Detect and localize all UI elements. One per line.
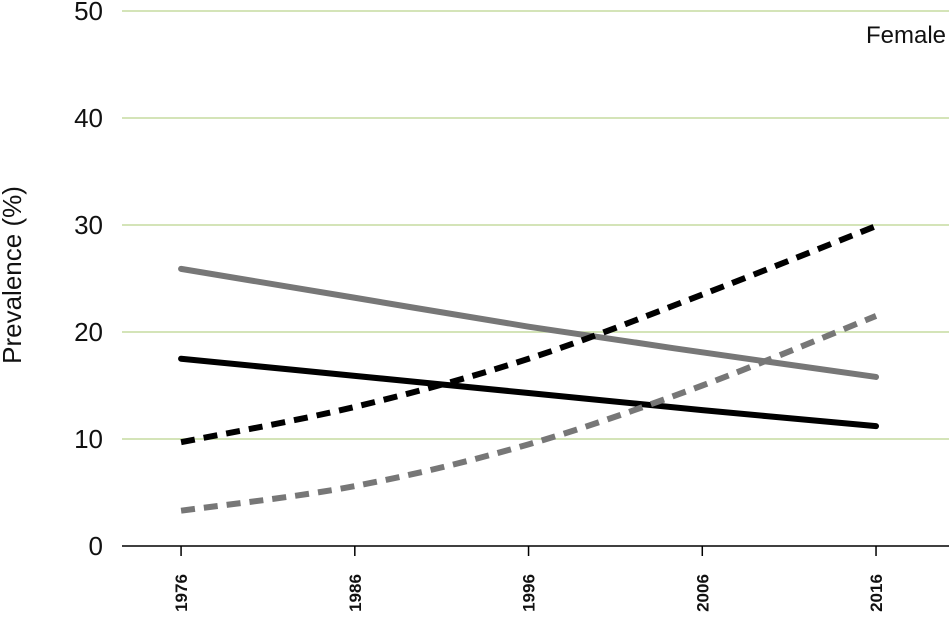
x-tick-label: 1976 bbox=[172, 574, 191, 612]
x-tick-label: 1996 bbox=[520, 574, 539, 612]
y-tick-label: 0 bbox=[89, 531, 103, 561]
tick-labels: 0 10 20 30 40 50 1976 1986 1996 2006 2016 bbox=[74, 0, 886, 612]
y-tick-label: 40 bbox=[74, 103, 103, 133]
series-line-3 bbox=[180, 223, 878, 446]
y-tick-label: 50 bbox=[74, 0, 103, 26]
y-tick-label: 10 bbox=[74, 424, 103, 454]
series-line-2 bbox=[178, 355, 880, 430]
gridlines bbox=[122, 10, 949, 440]
series-lines bbox=[178, 223, 880, 514]
x-tick-label: 1986 bbox=[346, 574, 365, 612]
x-tick-label: 2006 bbox=[693, 574, 712, 612]
axes bbox=[122, 545, 949, 556]
y-tick-label: 30 bbox=[74, 210, 103, 240]
y-axis-label: Prevalence (%) bbox=[0, 186, 27, 364]
y-tick-label: 20 bbox=[74, 317, 103, 347]
panel-annotation: Female bbox=[866, 22, 946, 49]
series-line-4 bbox=[180, 313, 878, 514]
x-tick-label: 2016 bbox=[867, 574, 886, 612]
